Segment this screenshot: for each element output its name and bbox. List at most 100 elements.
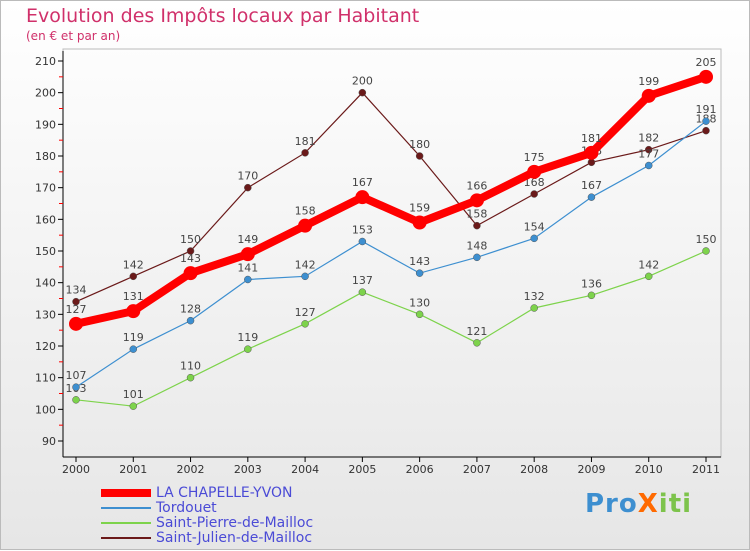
y-tick-label: 210 — [35, 55, 56, 68]
data-label: 159 — [409, 202, 430, 215]
data-point — [415, 152, 424, 160]
data-point — [699, 69, 713, 84]
data-label: 127 — [295, 306, 316, 319]
proxiti-logo: ProXiti — [585, 489, 693, 519]
x-tick-label: 2007 — [463, 463, 491, 476]
data-label: 143 — [180, 252, 201, 265]
data-label: 181 — [581, 132, 602, 145]
data-label: 130 — [409, 296, 430, 309]
x-tick-label: 2008 — [520, 463, 548, 476]
data-point — [584, 145, 599, 160]
data-label: 142 — [295, 258, 316, 271]
data-point — [644, 272, 653, 281]
data-label: 134 — [66, 284, 87, 297]
data-label: 132 — [524, 290, 545, 303]
legend-swatch — [101, 489, 151, 497]
x-tick-label: 2004 — [291, 463, 319, 476]
series-line — [75, 120, 707, 388]
y-tick-label: 140 — [35, 277, 56, 290]
data-point — [530, 304, 538, 312]
data-point — [702, 247, 710, 255]
data-label: 110 — [180, 360, 201, 373]
data-point — [72, 383, 80, 391]
data-label: 143 — [409, 255, 430, 268]
legend-item: Saint-Julien-de-Mailloc — [101, 530, 312, 546]
data-point — [415, 269, 424, 277]
data-label: 200 — [352, 75, 373, 88]
data-label: 107 — [66, 369, 87, 382]
x-tick-label: 2000 — [62, 463, 90, 476]
data-label: 141 — [237, 262, 258, 275]
chart-title: Evolution des Impôts locaux par Habitant — [26, 5, 420, 27]
data-point — [702, 126, 710, 135]
data-point — [186, 373, 195, 382]
data-point — [183, 266, 198, 281]
data-label: 150 — [696, 233, 717, 246]
series-line — [75, 250, 707, 407]
data-point — [186, 316, 195, 325]
data-label: 150 — [180, 233, 201, 246]
data-point — [129, 345, 138, 353]
data-label: 101 — [123, 388, 144, 401]
chart-subtitle: (en € et par an) — [26, 29, 121, 43]
plot-frame — [62, 48, 722, 458]
data-label: 167 — [581, 179, 602, 192]
data-point — [301, 272, 309, 281]
data-label: 182 — [638, 132, 659, 145]
data-point — [527, 164, 542, 179]
legend-label: Saint-Julien-de-Mailloc — [156, 530, 313, 546]
x-tick-label: 2011 — [692, 463, 720, 476]
data-point — [530, 234, 538, 243]
data-label: 181 — [295, 135, 316, 148]
data-label: 168 — [524, 176, 545, 189]
legend-label: Saint-Pierre-de-Mailloc — [156, 515, 314, 531]
data-point — [702, 117, 710, 125]
data-label: 180 — [409, 138, 430, 151]
data-label: 142 — [123, 258, 144, 271]
data-point — [358, 237, 367, 246]
data-label: 127 — [66, 303, 87, 316]
data-label: 167 — [352, 176, 373, 189]
x-tick-label: 2010 — [635, 463, 663, 476]
x-tick-label: 2005 — [348, 463, 376, 476]
y-tick-label: 110 — [35, 372, 56, 385]
y-tick-label: 170 — [35, 182, 56, 195]
legend-item: Tordouet — [101, 500, 217, 516]
data-point — [641, 88, 656, 103]
x-tick-label: 2006 — [406, 463, 434, 476]
data-label: 158 — [295, 205, 316, 218]
data-label: 175 — [524, 151, 545, 164]
data-label: 137 — [352, 274, 373, 287]
data-point — [358, 88, 367, 97]
data-point — [644, 145, 653, 154]
x-tick-label: 2001 — [119, 463, 147, 476]
data-label: 128 — [180, 303, 201, 316]
data-point — [69, 316, 83, 331]
legend-item: Saint-Pierre-de-Mailloc — [101, 515, 313, 531]
data-label: 177 — [638, 148, 659, 161]
data-point — [587, 193, 596, 201]
legend-label: Tordouet — [156, 500, 217, 516]
y-tick-label: 120 — [35, 340, 56, 353]
data-label: 121 — [466, 325, 487, 338]
legend-item: LA CHAPELLE-YVON — [101, 485, 293, 501]
data-point — [72, 396, 80, 404]
legend-label: LA CHAPELLE-YVON — [156, 485, 293, 501]
data-point — [587, 158, 596, 167]
data-label: 199 — [638, 75, 659, 88]
legend-swatch — [101, 507, 151, 509]
data-point — [244, 183, 252, 192]
y-tick-label: 200 — [35, 87, 56, 100]
data-point — [644, 161, 653, 170]
data-label: 205 — [696, 56, 717, 69]
data-point — [301, 320, 309, 328]
y-tick-label: 90 — [42, 435, 56, 448]
data-point — [129, 272, 138, 281]
x-tick-label: 2009 — [577, 463, 605, 476]
data-label: 153 — [352, 224, 373, 237]
data-point — [129, 402, 138, 410]
data-point — [244, 345, 252, 353]
data-point — [473, 339, 481, 347]
series-line — [75, 73, 708, 328]
